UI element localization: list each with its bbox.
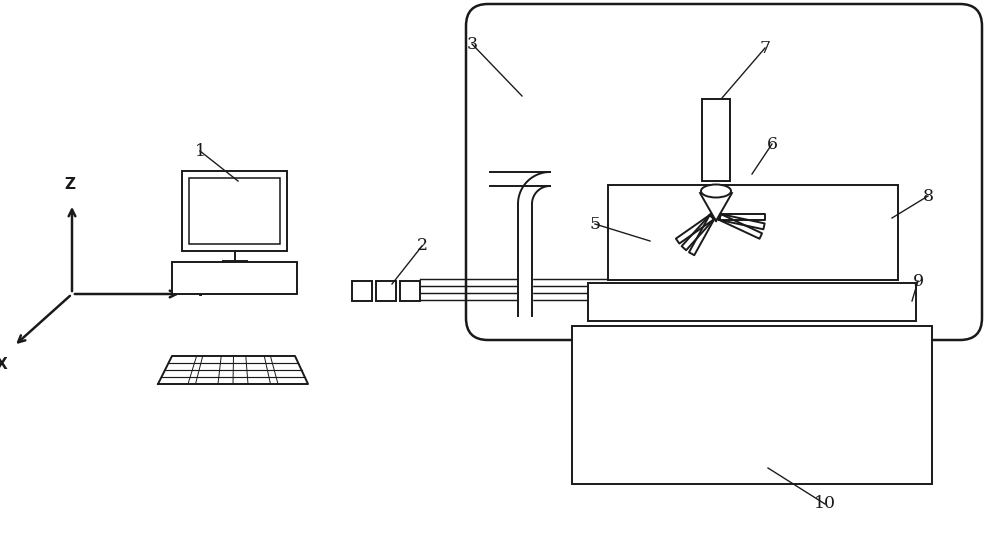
Bar	[702, 99, 730, 181]
Bar	[588, 283, 916, 321]
Polygon shape	[720, 214, 765, 220]
Polygon shape	[682, 215, 714, 250]
Text: 5: 5	[589, 216, 601, 232]
Polygon shape	[158, 356, 308, 384]
Polygon shape	[719, 214, 765, 229]
Text: 2: 2	[416, 237, 428, 255]
Ellipse shape	[701, 185, 731, 197]
Polygon shape	[719, 214, 762, 239]
Text: X: X	[0, 357, 8, 372]
Text: 1: 1	[194, 142, 206, 160]
Bar	[608, 185, 898, 280]
Text: 8: 8	[922, 187, 933, 205]
Text: Z: Z	[64, 177, 76, 192]
Text: 6: 6	[767, 136, 778, 152]
Text: 7: 7	[759, 39, 771, 57]
Text: Y: Y	[194, 285, 205, 300]
Polygon shape	[689, 216, 715, 255]
Bar	[189, 178, 280, 244]
Text: 3: 3	[466, 36, 478, 52]
Text: 9: 9	[912, 272, 924, 290]
Bar	[376, 281, 396, 301]
Text: 10: 10	[814, 495, 836, 513]
Bar	[182, 171, 287, 251]
FancyBboxPatch shape	[466, 4, 982, 340]
Bar	[352, 281, 372, 301]
Bar	[172, 262, 297, 294]
Polygon shape	[676, 215, 714, 244]
Bar	[400, 281, 420, 301]
Bar	[572, 326, 932, 484]
